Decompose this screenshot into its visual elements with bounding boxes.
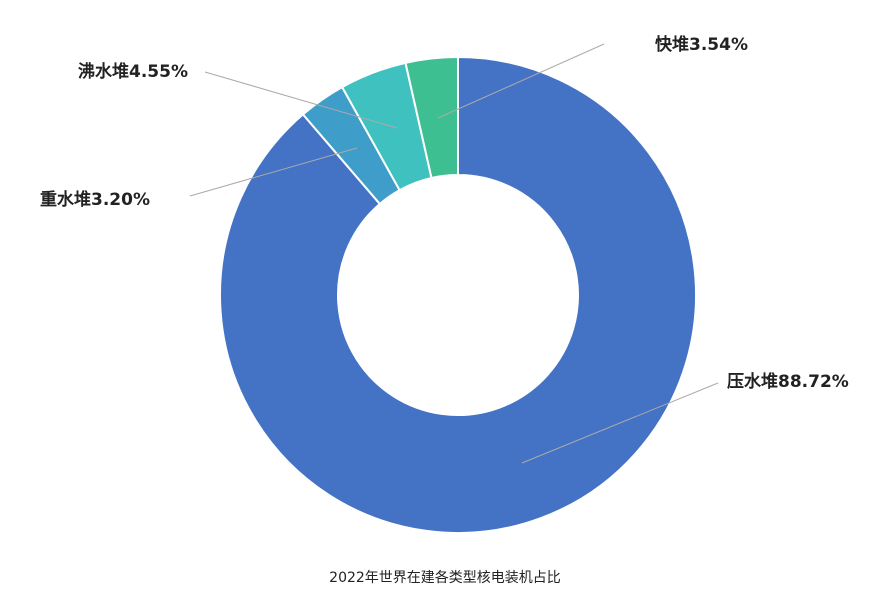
leader-line: [437, 43, 605, 119]
data-label: 快堆3.54%: [655, 34, 748, 55]
data-label: 重水堆3.20%: [40, 189, 150, 210]
data-label: 压水堆88.72%: [727, 371, 849, 392]
donut-slice: [404, 55, 459, 180]
donut-slice: [219, 55, 697, 534]
leader-line: [521, 382, 719, 464]
leader-line: [189, 147, 358, 197]
leader-line: [204, 71, 398, 129]
chart-title: 2022年世界在建各类型核电装机占比: [329, 570, 561, 586]
data-label: 沸水堆4.55%: [78, 61, 188, 82]
